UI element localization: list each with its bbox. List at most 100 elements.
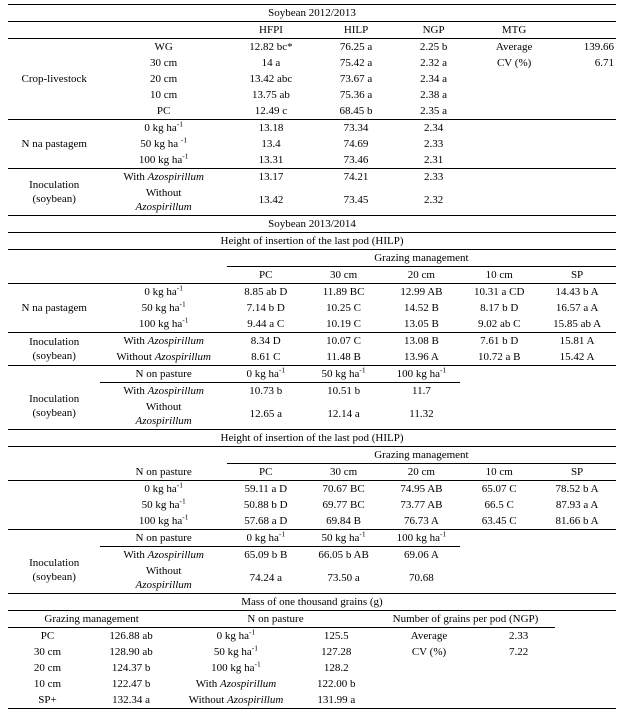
table-row: Inoculation (soybean) With Azospirillum 10…: [8, 383, 616, 419]
empty-cell: [558, 87, 616, 103]
table-cell: CV (%): [411, 646, 447, 658]
table-cell: 2.33: [423, 171, 444, 183]
table-cell: 69.84 B: [304, 513, 383, 530]
table-cell: 20 cm: [150, 73, 178, 85]
table-cell: 128.2: [323, 662, 349, 674]
table-cell: 10.19 C: [304, 316, 383, 333]
table-cell: 13.42: [226, 185, 316, 216]
table-cell: 73.77 AB: [400, 499, 443, 511]
column-header: 100 kg ha-1: [382, 365, 461, 383]
table-row: 30 cm 14 a 75.42 a 2.32 a CV (%) 6.71: [8, 55, 616, 71]
column-group-header: Grazing management: [8, 610, 176, 628]
table-cell: 12.82 bc*: [249, 41, 293, 53]
table-cell: 65.07 C: [481, 483, 517, 495]
table-cell: 6.71: [594, 57, 614, 69]
table-cell: 0 kg ha-1: [216, 627, 256, 642]
empty-cell: [555, 628, 616, 645]
table-row: 10 cm 122.47 b With Azospirillum 122.00 b: [8, 676, 616, 692]
column-group-header: Number of grains per pod (NGP): [375, 610, 556, 628]
empty-cell: [558, 185, 616, 216]
empty-cell: [558, 136, 616, 152]
column-header: N on pasture: [100, 365, 227, 383]
table-cell: 14 a: [261, 57, 281, 69]
table-cell: 12.99 AB: [400, 286, 443, 298]
table-row: N on pasture 0 kg ha-1 50 kg ha-1 100 kg ha…: [8, 365, 616, 383]
table-cell: 13.18: [258, 122, 284, 134]
table-cell: 122.47 b: [111, 678, 151, 690]
table-cell: 7.14 b D: [246, 302, 285, 314]
table-row: 0 kg ha-1 59.11 a D 70.67 BC 74.95 AB 65.07 …: [8, 481, 616, 498]
table-cell: With Azospirillum: [123, 385, 204, 397]
empty-cell: [482, 676, 555, 692]
table-row: Without Azospirillum 74.24 a 73.50 a 70.68: [8, 563, 616, 594]
table-cell: 2.32 a: [420, 57, 448, 69]
column-header: 20 cm: [382, 463, 461, 481]
empty-cell: [470, 71, 558, 87]
table-cell: 100 kg ha-1: [100, 316, 227, 333]
table-cell: 139.66: [583, 41, 614, 53]
table-cell: 14.43 b A: [555, 286, 599, 298]
empty-cell: [8, 463, 101, 481]
table-cell: With Azospirillum: [195, 678, 277, 690]
table-cell: 13.08 B: [403, 335, 439, 347]
section-title: Soybean 2013/2014: [8, 216, 616, 233]
table-row: Height of insertion of the last pod (HIL…: [8, 232, 616, 250]
row-group-label: Inoculation (soybean): [29, 179, 80, 205]
empty-cell: [460, 530, 538, 547]
empty-cell: [8, 513, 101, 530]
table-cell: 15.81 A: [559, 335, 595, 347]
empty-cell: [482, 660, 555, 676]
empty-cell: [538, 383, 616, 400]
table-cell: 50 kg ha-1: [141, 496, 186, 511]
table-cell: 50 kg ha-1: [213, 643, 259, 658]
table-row: 20 cm 124.37 b 100 kg ha-1 128.2: [8, 660, 616, 676]
table-cell: 10 cm: [150, 89, 178, 101]
row-group-label: Inoculation (soybean): [29, 336, 80, 362]
column-header: SP: [538, 463, 616, 481]
table-cell: 2.35 a: [397, 103, 471, 120]
table-cell: 13.17: [258, 171, 284, 183]
table-cell: 20 cm: [33, 662, 62, 674]
table-cell: 0 kg ha-1: [144, 480, 183, 495]
empty-cell: [555, 644, 616, 660]
table-cell: 30 cm: [150, 57, 178, 69]
table-cell: 9.02 ab C: [460, 316, 539, 333]
table-cell: 100 kg ha-1: [100, 152, 227, 169]
table-cell: 122.00 b: [317, 678, 356, 690]
table-cell: 12.14 a: [304, 399, 383, 430]
table-cell: Average: [495, 41, 533, 53]
column-header: 0 kg ha-1: [226, 529, 305, 547]
table-row: N na pastagem 0 kg ha-1 13.18 73.34 2.34: [8, 119, 616, 150]
section-title: Soybean 2012/2013: [8, 4, 616, 22]
table-cell: 0 kg ha-1: [144, 119, 183, 134]
table-cell: PC: [40, 630, 55, 642]
empty-cell: [558, 152, 616, 169]
table-row: 50 kg ha-1 50.88 b D 69.77 BC 73.77 AB 66.5 …: [8, 497, 616, 513]
empty-cell: [470, 87, 558, 103]
section-title: Height of insertion of the last pod (HIL…: [8, 430, 616, 447]
table-cell: 65.09 b B: [244, 549, 288, 561]
table-row: 50 kg ha -1 13.4 74.69 2.33: [8, 136, 616, 152]
table-cell: 10.07 C: [326, 335, 362, 347]
table-cell: 73.45: [315, 185, 398, 216]
column-header: 100 kg ha-1: [382, 529, 461, 547]
table-cell: 2.34 a: [420, 73, 448, 85]
column-header: 30 cm: [304, 463, 383, 481]
table-cell: 2.38 a: [420, 89, 448, 101]
section-soybean-2012-2013: Soybean 2012/2013 HFPI HILP NGP MTG Crop-live…: [8, 4, 616, 216]
table-row: 50 kg ha-1 7.14 b D 10.25 C 14.52 B 8.17 b D…: [8, 300, 616, 316]
table-cell: 57.68 a D: [226, 513, 305, 530]
section-mass-of-one-thousand-grains: Mass of one thousand grains (g) Grazing m…: [8, 594, 616, 709]
table-cell: PC: [100, 103, 227, 120]
table-cell: 100 kg ha-1: [100, 513, 227, 530]
table-cell: 30 cm: [33, 646, 62, 658]
table-cell: 2.25 b: [419, 41, 448, 53]
empty-cell: [470, 136, 558, 152]
column-header: N on pasture: [100, 529, 227, 547]
table-cell: Without Azospirillum: [100, 185, 227, 216]
empty-cell: [460, 366, 538, 383]
column-header: 20 cm: [382, 266, 461, 284]
table-cell: 66.05 b AB: [318, 549, 369, 561]
table-cell: 10.73 b: [249, 385, 283, 397]
table-row: Inoculation (soybean) With Azospirillum 8.…: [8, 333, 616, 362]
